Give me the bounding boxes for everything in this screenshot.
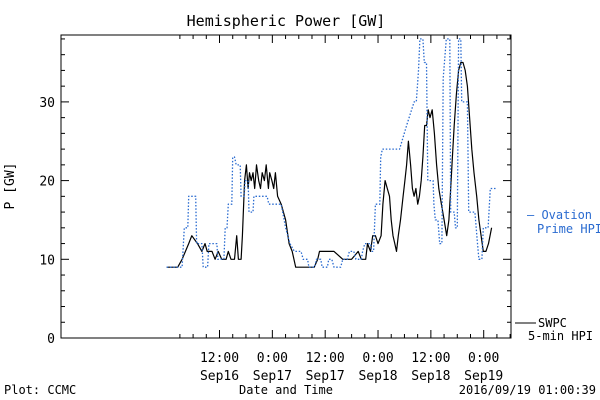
series-line-ovation [166,38,497,268]
x-tick-label-time: 12:00 [306,351,345,366]
legend-ovation-label-line2: Prime HPI [537,222,600,236]
y-tick-label: 0 [47,332,55,347]
legend-swpc-label-line2: 5-min HPI [528,329,593,343]
x-axis-label: Date and Time [239,383,333,397]
x-tick-label-date: Sep18 [358,369,397,384]
x-tick-label-time: 0:00 [257,351,288,366]
legend-swpc-label: SWPC [538,316,567,330]
x-tick-label-date: Sep17 [306,369,345,384]
plot-timestamp: 2016/09/19 01:00:39 [459,383,596,397]
x-tick-label-date: Sep18 [411,369,450,384]
legend-ovation-label: — Ovation [527,208,592,222]
y-tick-label: 10 [39,253,55,268]
y-axis-label: P [GW] [3,163,18,210]
x-tick-label-time: 0:00 [468,351,499,366]
y-axis-ticks: 0 10 20 30 [39,38,511,347]
x-tick-label-date: Sep16 [200,369,239,384]
x-tick-label-time: 0:00 [362,351,393,366]
x-tick-label-time: 12:00 [200,351,239,366]
plot-credit: Plot: CCMC [4,383,76,397]
x-tick-label-time: 12:00 [411,351,450,366]
x-tick-label-date: Sep19 [464,369,503,384]
series-line-swpc [166,61,493,268]
x-axis-ticks: 12:00 Sep16 0:00 Sep17 12:00 Sep17 0:00 Sep18 12… [179,35,511,384]
y-tick-label: 20 [39,175,55,190]
legend: — Ovation Prime HPI SWPC 5-min HPI [515,208,600,343]
x-tick-label-date: Sep17 [253,369,292,384]
y-tick-label: 30 [39,96,55,111]
series-layer [166,38,497,268]
chart-title: Hemispheric Power [GW] [187,12,386,30]
